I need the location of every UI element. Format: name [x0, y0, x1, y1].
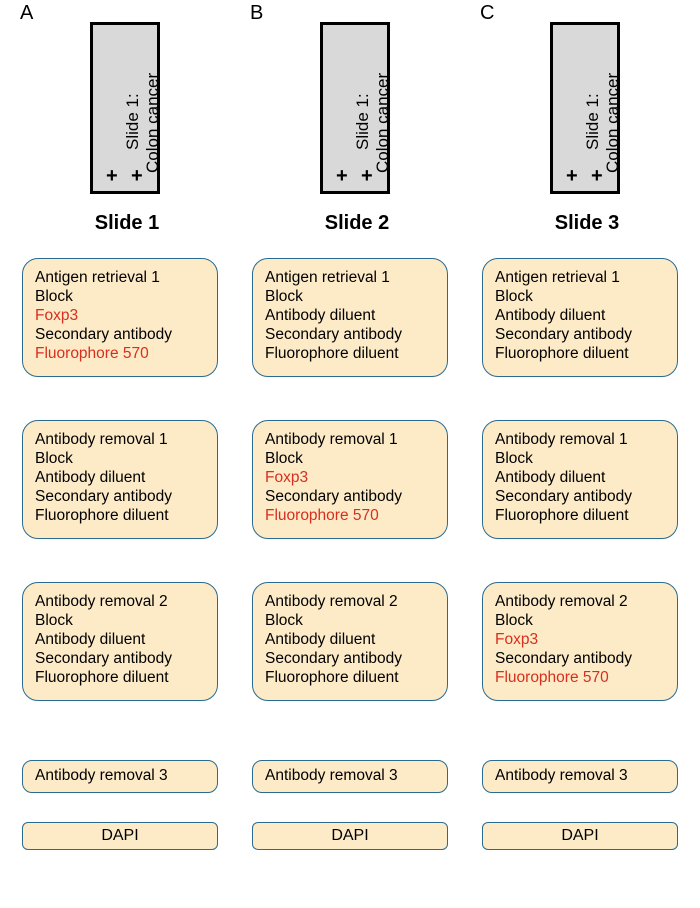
slide-rect-3: Slide 1:Colon cancer++ [550, 22, 620, 194]
step-line: Foxp3 [265, 469, 435, 488]
step-line: Antibody removal 3 [35, 767, 205, 786]
step-line: Fluorophore 570 [265, 507, 435, 526]
step-line: Antibody diluent [35, 469, 205, 488]
step-line: Antibody removal 3 [265, 767, 435, 786]
step-line: Secondary antibody [35, 326, 205, 345]
step-line: Foxp3 [35, 307, 205, 326]
slide-rect-line2: Colon cancer [603, 73, 623, 173]
slide-rect-line1: Slide 1: [123, 93, 143, 150]
step-line: Block [35, 450, 205, 469]
plus-icon: + [106, 165, 118, 188]
plus-icon: + [591, 165, 603, 188]
step-line: Antibody removal 1 [495, 431, 665, 450]
step-line: Fluorophore diluent [495, 507, 665, 526]
step-box-2-1: Antigen retrieval 1BlockAntibody diluent… [252, 258, 448, 377]
step-line: Secondary antibody [265, 650, 435, 669]
step-line: Antibody removal 1 [265, 431, 435, 450]
step-line: Fluorophore diluent [35, 507, 205, 526]
slide-title-2: Slide 2 [252, 212, 462, 235]
step-line: Fluorophore diluent [35, 669, 205, 688]
step-line: Antibody removal 2 [265, 593, 435, 612]
step-line: Secondary antibody [495, 650, 665, 669]
step-line: Block [35, 288, 205, 307]
step-line: Antibody removal 1 [35, 431, 205, 450]
slide-rect-line1: Slide 1: [353, 93, 373, 150]
step-line: Antigen retrieval 1 [35, 269, 205, 288]
step-box-3-1: Antigen retrieval 1BlockAntibody diluent… [482, 258, 678, 377]
dapi-box-2: DAPI [252, 822, 448, 850]
step-line: Antibody removal 3 [495, 767, 665, 786]
step-line: Secondary antibody [265, 488, 435, 507]
slide-title-3: Slide 3 [482, 212, 692, 235]
slide-title-1: Slide 1 [22, 212, 232, 235]
step-line: Block [35, 612, 205, 631]
step-box-1-4: Antibody removal 3 [22, 760, 218, 793]
step-line: Secondary antibody [35, 650, 205, 669]
slide-rect-1: Slide 1:Colon cancer++ [90, 22, 160, 194]
step-line: Block [265, 612, 435, 631]
step-box-2-3: Antibody removal 2BlockAntibody diluentS… [252, 582, 448, 701]
step-line: Antibody diluent [35, 631, 205, 650]
step-line: Antigen retrieval 1 [495, 269, 665, 288]
slide-rect-2: Slide 1:Colon cancer++ [320, 22, 390, 194]
step-line: Secondary antibody [495, 326, 665, 345]
step-line: Fluorophore 570 [35, 345, 205, 364]
step-line: Secondary antibody [35, 488, 205, 507]
step-line: Fluorophore diluent [265, 345, 435, 364]
step-box-2-2: Antibody removal 1BlockFoxp3Secondary an… [252, 420, 448, 539]
step-line: Fluorophore diluent [495, 345, 665, 364]
plus-icon: + [566, 165, 578, 188]
step-box-1-3: Antibody removal 2BlockAntibody diluentS… [22, 582, 218, 701]
step-line: Antibody removal 2 [35, 593, 205, 612]
slide-rect-line1: Slide 1: [583, 93, 603, 150]
step-line: Antibody diluent [495, 307, 665, 326]
step-line: Antibody removal 2 [495, 593, 665, 612]
step-box-1-1: Antigen retrieval 1BlockFoxp3Secondary a… [22, 258, 218, 377]
plus-icon: + [336, 165, 348, 188]
step-line: Antibody diluent [495, 469, 665, 488]
step-line: Block [495, 288, 665, 307]
panel-label-c: C [480, 2, 494, 25]
step-box-3-4: Antibody removal 3 [482, 760, 678, 793]
step-line: Block [495, 612, 665, 631]
diagram-canvas: ASlide 1:Colon cancer++Slide 1Antigen re… [0, 0, 700, 908]
step-line: Secondary antibody [265, 326, 435, 345]
step-line: Block [265, 450, 435, 469]
panel-label-a: A [20, 2, 33, 25]
step-line: Fluorophore diluent [265, 669, 435, 688]
step-line: Antigen retrieval 1 [265, 269, 435, 288]
panel-label-b: B [250, 2, 263, 25]
plus-icon: + [131, 165, 143, 188]
slide-rect-line2: Colon cancer [143, 73, 163, 173]
step-line: Fluorophore 570 [495, 669, 665, 688]
step-line: Antibody diluent [265, 307, 435, 326]
step-box-3-2: Antibody removal 1BlockAntibody diluentS… [482, 420, 678, 539]
step-line: Antibody diluent [265, 631, 435, 650]
step-line: Block [495, 450, 665, 469]
dapi-box-1: DAPI [22, 822, 218, 850]
plus-icon: + [361, 165, 373, 188]
dapi-box-3: DAPI [482, 822, 678, 850]
slide-rect-line2: Colon cancer [373, 73, 393, 173]
step-box-3-3: Antibody removal 2BlockFoxp3Secondary an… [482, 582, 678, 701]
step-line: Secondary antibody [495, 488, 665, 507]
step-box-2-4: Antibody removal 3 [252, 760, 448, 793]
step-box-1-2: Antibody removal 1BlockAntibody diluentS… [22, 420, 218, 539]
step-line: Foxp3 [495, 631, 665, 650]
step-line: Block [265, 288, 435, 307]
